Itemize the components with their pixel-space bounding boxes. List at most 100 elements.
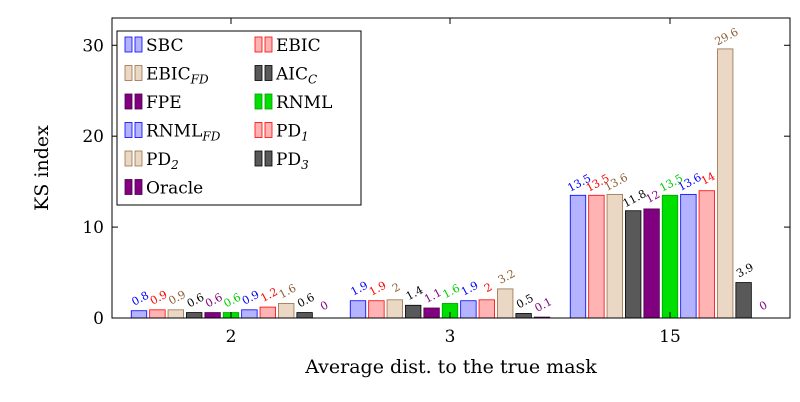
- legend-label-subscript: C: [308, 73, 317, 87]
- data-label: 12: [644, 188, 662, 206]
- legend-entry: SBC: [124, 36, 183, 56]
- legend-label-subscript: FD: [190, 73, 209, 87]
- bar-ebic-3: [368, 300, 385, 319]
- plot-frame: [111, 17, 791, 319]
- data-label: 14: [699, 170, 717, 188]
- legend-swatch: [124, 179, 133, 195]
- legend-swatch: [124, 65, 133, 81]
- bar-ebic-15: [588, 194, 605, 319]
- bar-fpe-3: [423, 307, 440, 319]
- legend-swatch: [134, 122, 143, 138]
- data-label: 0.6: [222, 291, 244, 311]
- legend-swatch: [134, 36, 143, 53]
- bar-ebic-fd-2: [167, 309, 184, 319]
- data-label: 0.8: [130, 289, 152, 309]
- axes-layer: 0 1 0 2 0 30 2 3 15: [82, 17, 791, 347]
- data-label: 1.9: [459, 279, 481, 299]
- legend-label: RNMLFD: [146, 122, 221, 144]
- bar-pd-1-15: [698, 190, 715, 319]
- legend-swatch: [254, 65, 263, 81]
- legend-swatch: [124, 36, 133, 53]
- bar-pd-3-2: [296, 312, 313, 319]
- bar-sbc-3: [349, 300, 367, 319]
- data-label: 1.4: [404, 283, 426, 303]
- bar-sbc-2: [130, 310, 148, 319]
- legend-box: [116, 30, 362, 206]
- legend-swatch: [134, 179, 143, 195]
- data-label: 0.9: [240, 288, 262, 308]
- legend-entry: Oracle: [124, 179, 203, 199]
- bar-rnml-fd-2: [241, 309, 258, 319]
- data-label: 0.1: [533, 295, 555, 315]
- y-axis-title: KS index: [31, 125, 53, 211]
- bar-pd-2-3: [497, 288, 514, 319]
- bar-fpe-15: [643, 208, 660, 319]
- legend-swatch: [254, 93, 263, 110]
- bar-pd-2-2: [278, 303, 295, 319]
- bar-pd-1-2: [259, 306, 276, 319]
- legend-entry: FPE: [124, 93, 182, 113]
- legend-label-subscript: 3: [301, 158, 309, 172]
- x-tick-label: 3: [445, 327, 456, 347]
- legend-entry: EBIC: [254, 36, 321, 56]
- bar-aic-c-3: [405, 304, 422, 319]
- legend-swatch: [264, 36, 273, 53]
- legend-label: PD3: [276, 150, 309, 172]
- legend-label: SBC: [146, 36, 183, 56]
- legend-swatch: [134, 150, 143, 167]
- legend-label: AICC: [275, 65, 317, 87]
- x-tick-label: 2: [226, 327, 237, 347]
- data-label: 1.2: [258, 285, 280, 305]
- data-label: 0: [318, 299, 330, 314]
- legend-swatch: [264, 150, 273, 167]
- legend-label-subscript: 2: [170, 158, 179, 172]
- legend-swatch: [264, 65, 273, 81]
- y-tick-label: 30: [82, 36, 104, 56]
- legend-swatch: [254, 150, 263, 167]
- data-label: 3.9: [734, 261, 756, 281]
- legend-swatch: [254, 122, 263, 138]
- data-label: 1.6: [441, 282, 463, 302]
- legend-entry: RNMLFD: [124, 122, 221, 144]
- legend-label: RNML: [276, 93, 332, 113]
- bar-rnml-fd-3: [460, 300, 477, 319]
- legend-label-subscript: 1: [301, 130, 309, 144]
- data-label: 29.6: [713, 25, 741, 48]
- bar-pd-3-15: [735, 282, 752, 319]
- data-label: 0: [757, 299, 769, 314]
- bar-ebic-fd-3: [386, 299, 403, 319]
- data-label: 0.5: [514, 292, 536, 312]
- legend-entry: RNML: [254, 93, 332, 113]
- y-tick-label: 0: [93, 309, 104, 329]
- bar-sbc-15: [569, 194, 587, 319]
- legend-label: PD2: [146, 150, 179, 172]
- data-label: 11.8: [621, 187, 649, 210]
- bar-pd-1-3: [478, 299, 495, 319]
- legend-entry: PD3: [254, 150, 309, 172]
- x-tick-label: 15: [659, 327, 681, 347]
- legend-swatch: [134, 93, 143, 110]
- bar-pd-2-15: [717, 48, 734, 319]
- legend-label: FPE: [146, 93, 182, 113]
- legend-label: Oracle: [146, 179, 203, 199]
- bar-aic-c-15: [625, 210, 642, 319]
- bar-pd-3-3: [515, 313, 532, 319]
- legend-swatch: [134, 65, 143, 81]
- data-label: 0.6: [295, 291, 317, 311]
- bar-aic-c-2: [186, 312, 203, 319]
- legend-swatch: [264, 122, 273, 138]
- legend-swatch: [124, 93, 133, 110]
- bar-rnml-fd-15: [680, 193, 697, 319]
- legend-swatch: [264, 93, 273, 110]
- bar-ebic-fd-15: [606, 193, 623, 319]
- bar-rnml-15: [661, 194, 679, 319]
- legend-entry: PD2: [124, 150, 179, 172]
- legend-label-subscript: FD: [201, 130, 220, 144]
- bar-fpe-2: [204, 312, 221, 319]
- legend-label: EBIC: [276, 36, 321, 56]
- data-label: 0.9: [166, 288, 188, 308]
- legend-entry: AICC: [254, 65, 317, 87]
- legend-swatch: [124, 150, 133, 167]
